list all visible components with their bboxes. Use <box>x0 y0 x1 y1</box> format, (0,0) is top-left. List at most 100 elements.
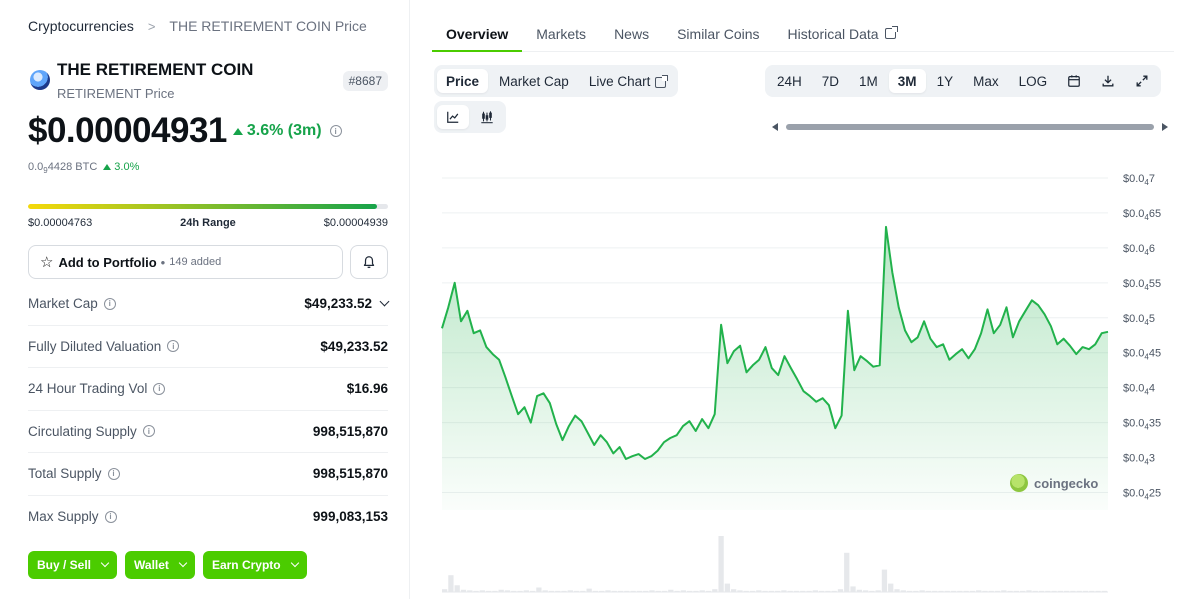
add-to-portfolio-button[interactable]: ☆ Add to Portfolio • 149 added <box>28 245 343 279</box>
volume-bar <box>888 583 894 592</box>
volume-bar <box>668 589 674 592</box>
coin-price: $0.00004931 <box>28 111 227 150</box>
range-max[interactable]: Max <box>964 69 1008 93</box>
calendar-button[interactable] <box>1058 69 1090 93</box>
volume-bar <box>1070 590 1076 592</box>
chart-type-market-cap[interactable]: Market Cap <box>490 69 578 93</box>
price-alert-button[interactable] <box>350 245 388 279</box>
volume-bar <box>624 590 630 592</box>
up-triangle-icon <box>232 127 243 135</box>
volume-bar <box>775 590 781 592</box>
scroll-right-icon[interactable] <box>1162 123 1168 131</box>
wallet-label: Wallet <box>134 558 169 572</box>
volume-bar <box>1076 590 1082 592</box>
range-label: Max <box>973 73 999 89</box>
volume-bar <box>976 590 982 592</box>
tab-label: Overview <box>446 26 509 42</box>
info-icon[interactable]: i <box>104 510 117 523</box>
volume-bar <box>592 590 599 592</box>
info-icon[interactable]: i <box>329 125 342 137</box>
coin-subtitle: RETIREMENT Price <box>57 86 175 101</box>
volume-bar <box>812 590 818 592</box>
volume-bar <box>881 569 888 592</box>
price-change: 3.6% (3m) <box>232 122 322 140</box>
stat-value: 999,083,153 <box>312 509 388 525</box>
range-7d[interactable]: 7D <box>813 69 848 93</box>
volume-bar <box>649 590 655 592</box>
breadcrumb-separator: > <box>147 18 156 34</box>
volume-bar <box>856 589 862 592</box>
range-1m[interactable]: 1M <box>850 69 887 93</box>
range-1y[interactable]: 1Y <box>928 69 963 93</box>
volume-bar <box>724 583 731 592</box>
tab-markets[interactable]: Markets <box>522 14 600 52</box>
tab-similar-coins[interactable]: Similar Coins <box>663 14 773 52</box>
stat-label-text: 24 Hour Trading Vol <box>28 381 148 397</box>
earn-crypto-button[interactable]: Earn Crypto <box>202 551 307 579</box>
portfolio-dot: • <box>160 254 166 270</box>
volume-bar <box>523 590 529 592</box>
buy-sell-label: Buy / Sell <box>37 558 92 572</box>
chart-type-live-chart[interactable]: Live Chart <box>580 69 676 93</box>
volume-bar <box>1057 590 1064 592</box>
range-3m[interactable]: 3M <box>888 69 926 93</box>
info-icon[interactable]: i <box>153 382 166 395</box>
info-icon[interactable]: i <box>167 340 180 353</box>
info-icon[interactable]: i <box>107 467 120 480</box>
log-scale-toggle[interactable]: LOG <box>1010 69 1057 93</box>
scroll-left-icon[interactable] <box>772 123 778 131</box>
chart-style-selector <box>434 101 506 133</box>
buy-sell-button[interactable]: Buy / Sell <box>28 551 118 579</box>
coin-header: THE RETIREMENT COIN RETIREMENT Price #86… <box>28 60 388 104</box>
volume-bar <box>636 590 643 592</box>
btc-change-value: 3.0% <box>114 161 140 173</box>
action-buttons: Buy / Sell Wallet Earn Crypto <box>28 551 307 579</box>
stat-row-max-supply: Max Supply i 999,083,153 <box>28 496 388 539</box>
volume-bar <box>680 590 687 592</box>
tab-label: Markets <box>536 26 587 42</box>
range-bar-fill <box>28 204 378 209</box>
price-chart[interactable]: $0.047 $0.0465 $0.046 $0.0455 $0.045 $0.0445 $… <box>432 150 1172 599</box>
tab-news[interactable]: News <box>600 14 663 52</box>
stat-label-text: Max Supply <box>28 509 99 525</box>
volume-bar <box>781 590 787 592</box>
volume-bar <box>687 590 693 592</box>
y-axis-tick-label: $0.046 <box>1123 243 1155 257</box>
download-button[interactable] <box>1092 69 1124 93</box>
volume-bar <box>504 590 511 592</box>
volume-bar <box>1032 590 1038 592</box>
chart-panel: Overview Markets News Similar Coins Hist… <box>432 0 1200 599</box>
stat-value-dropdown[interactable]: $49,233.52 <box>304 296 390 311</box>
breadcrumb-cryptocurrencies-link[interactable]: Cryptocurrencies <box>28 18 134 34</box>
range-bar <box>28 204 388 209</box>
coingecko-watermark: coingecko <box>1010 474 1098 492</box>
volume-bar <box>460 589 467 592</box>
info-icon[interactable]: i <box>142 425 155 438</box>
volume-bar <box>517 590 523 592</box>
volume-bar <box>567 590 573 592</box>
volume-bar <box>963 590 969 592</box>
tab-historical-data[interactable]: Historical Data <box>774 14 910 52</box>
scrollbar-thumb[interactable] <box>786 124 1154 130</box>
volume-bar <box>982 590 988 592</box>
stat-row-fdv: Fully Diluted Valuation i $49,233.52 <box>28 326 388 368</box>
stat-label-text: Circulating Supply <box>28 423 137 439</box>
range-high: $0.00004939 <box>323 217 388 229</box>
coin-logo-icon <box>30 70 50 90</box>
chart-navigator-scrollbar[interactable] <box>772 122 1168 132</box>
volume-bar <box>906 590 913 592</box>
info-icon[interactable]: i <box>103 297 116 310</box>
range-label: 1Y <box>936 73 954 89</box>
external-link-icon <box>655 74 669 88</box>
stat-label: Market Cap i <box>28 296 116 311</box>
candlestick-chart-button[interactable] <box>471 105 503 129</box>
fullscreen-button[interactable] <box>1126 69 1158 93</box>
volume-bar <box>831 590 837 592</box>
stat-label: Fully Diluted Valuation i <box>28 339 180 354</box>
volume-bar <box>737 590 743 592</box>
range-24h[interactable]: 24H <box>768 69 811 93</box>
chart-type-price[interactable]: Price <box>437 69 489 93</box>
tab-overview[interactable]: Overview <box>432 14 523 52</box>
line-chart-button[interactable] <box>437 105 469 129</box>
wallet-button[interactable]: Wallet <box>125 551 195 579</box>
